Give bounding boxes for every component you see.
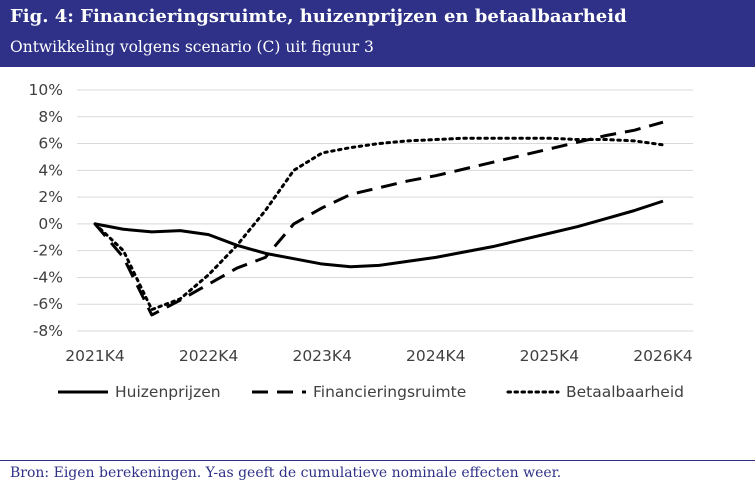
- series-line-betaalbaarheid: [93, 136, 665, 312]
- y-tick-label: 10%: [29, 81, 63, 99]
- x-tick-label: 2025K4: [520, 347, 579, 365]
- figure-title: Fig. 4: Financieringsruimte, huizenprijz…: [10, 6, 627, 27]
- y-tick-label: -6%: [33, 295, 63, 313]
- x-tick-label: 2026K4: [633, 347, 692, 365]
- legend-label: Huizenprijzen: [115, 383, 221, 401]
- x-tick-label: 2021K4: [65, 347, 124, 365]
- x-tick-label: 2023K4: [292, 347, 351, 365]
- y-tick-label: 2%: [38, 188, 63, 206]
- x-axis-ticks: 2021K4 2022K4 2023K4 2024K4 2025K4 2026K4: [65, 347, 692, 365]
- legend: Huizenprijzen Financieringsruimte Betaalba…: [58, 383, 684, 401]
- line-chart: 10%8%6%4%2%0%-2%-4%-6%-8% 2021K4 2022K4 20…: [29, 81, 693, 401]
- figure-header: Fig. 4: Financieringsruimte, huizenprijz…: [0, 0, 755, 67]
- series-lines: [93, 120, 665, 317]
- gridlines: [77, 89, 693, 332]
- legend-label: Betaalbaarheid: [566, 383, 684, 401]
- y-tick-label: -4%: [33, 268, 63, 286]
- source-note: Bron: Eigen berekeningen. Y-as geeft de …: [10, 465, 562, 481]
- legend-label: Financieringsruimte: [313, 383, 466, 401]
- y-tick-label: -8%: [33, 322, 63, 340]
- y-tick-label: 6%: [38, 135, 63, 153]
- y-tick-label: 8%: [38, 108, 63, 126]
- y-axis-ticks: 10% 8% 6% 4% 2% 0% -2% -4% -6% -8%: [29, 81, 63, 340]
- series-line-huizenprijzen: [94, 199, 664, 269]
- x-tick-label: 2022K4: [179, 347, 238, 365]
- y-tick-label: 0%: [38, 215, 63, 233]
- source-divider: [0, 460, 755, 461]
- figure-subtitle: Ontwikkeling volgens scenario (C) uit fi…: [10, 38, 374, 56]
- series-line-financieringsruimte: [93, 120, 664, 317]
- y-tick-label: -2%: [33, 242, 63, 260]
- x-tick-label: 2024K4: [406, 347, 465, 365]
- y-tick-label: 4%: [38, 161, 63, 179]
